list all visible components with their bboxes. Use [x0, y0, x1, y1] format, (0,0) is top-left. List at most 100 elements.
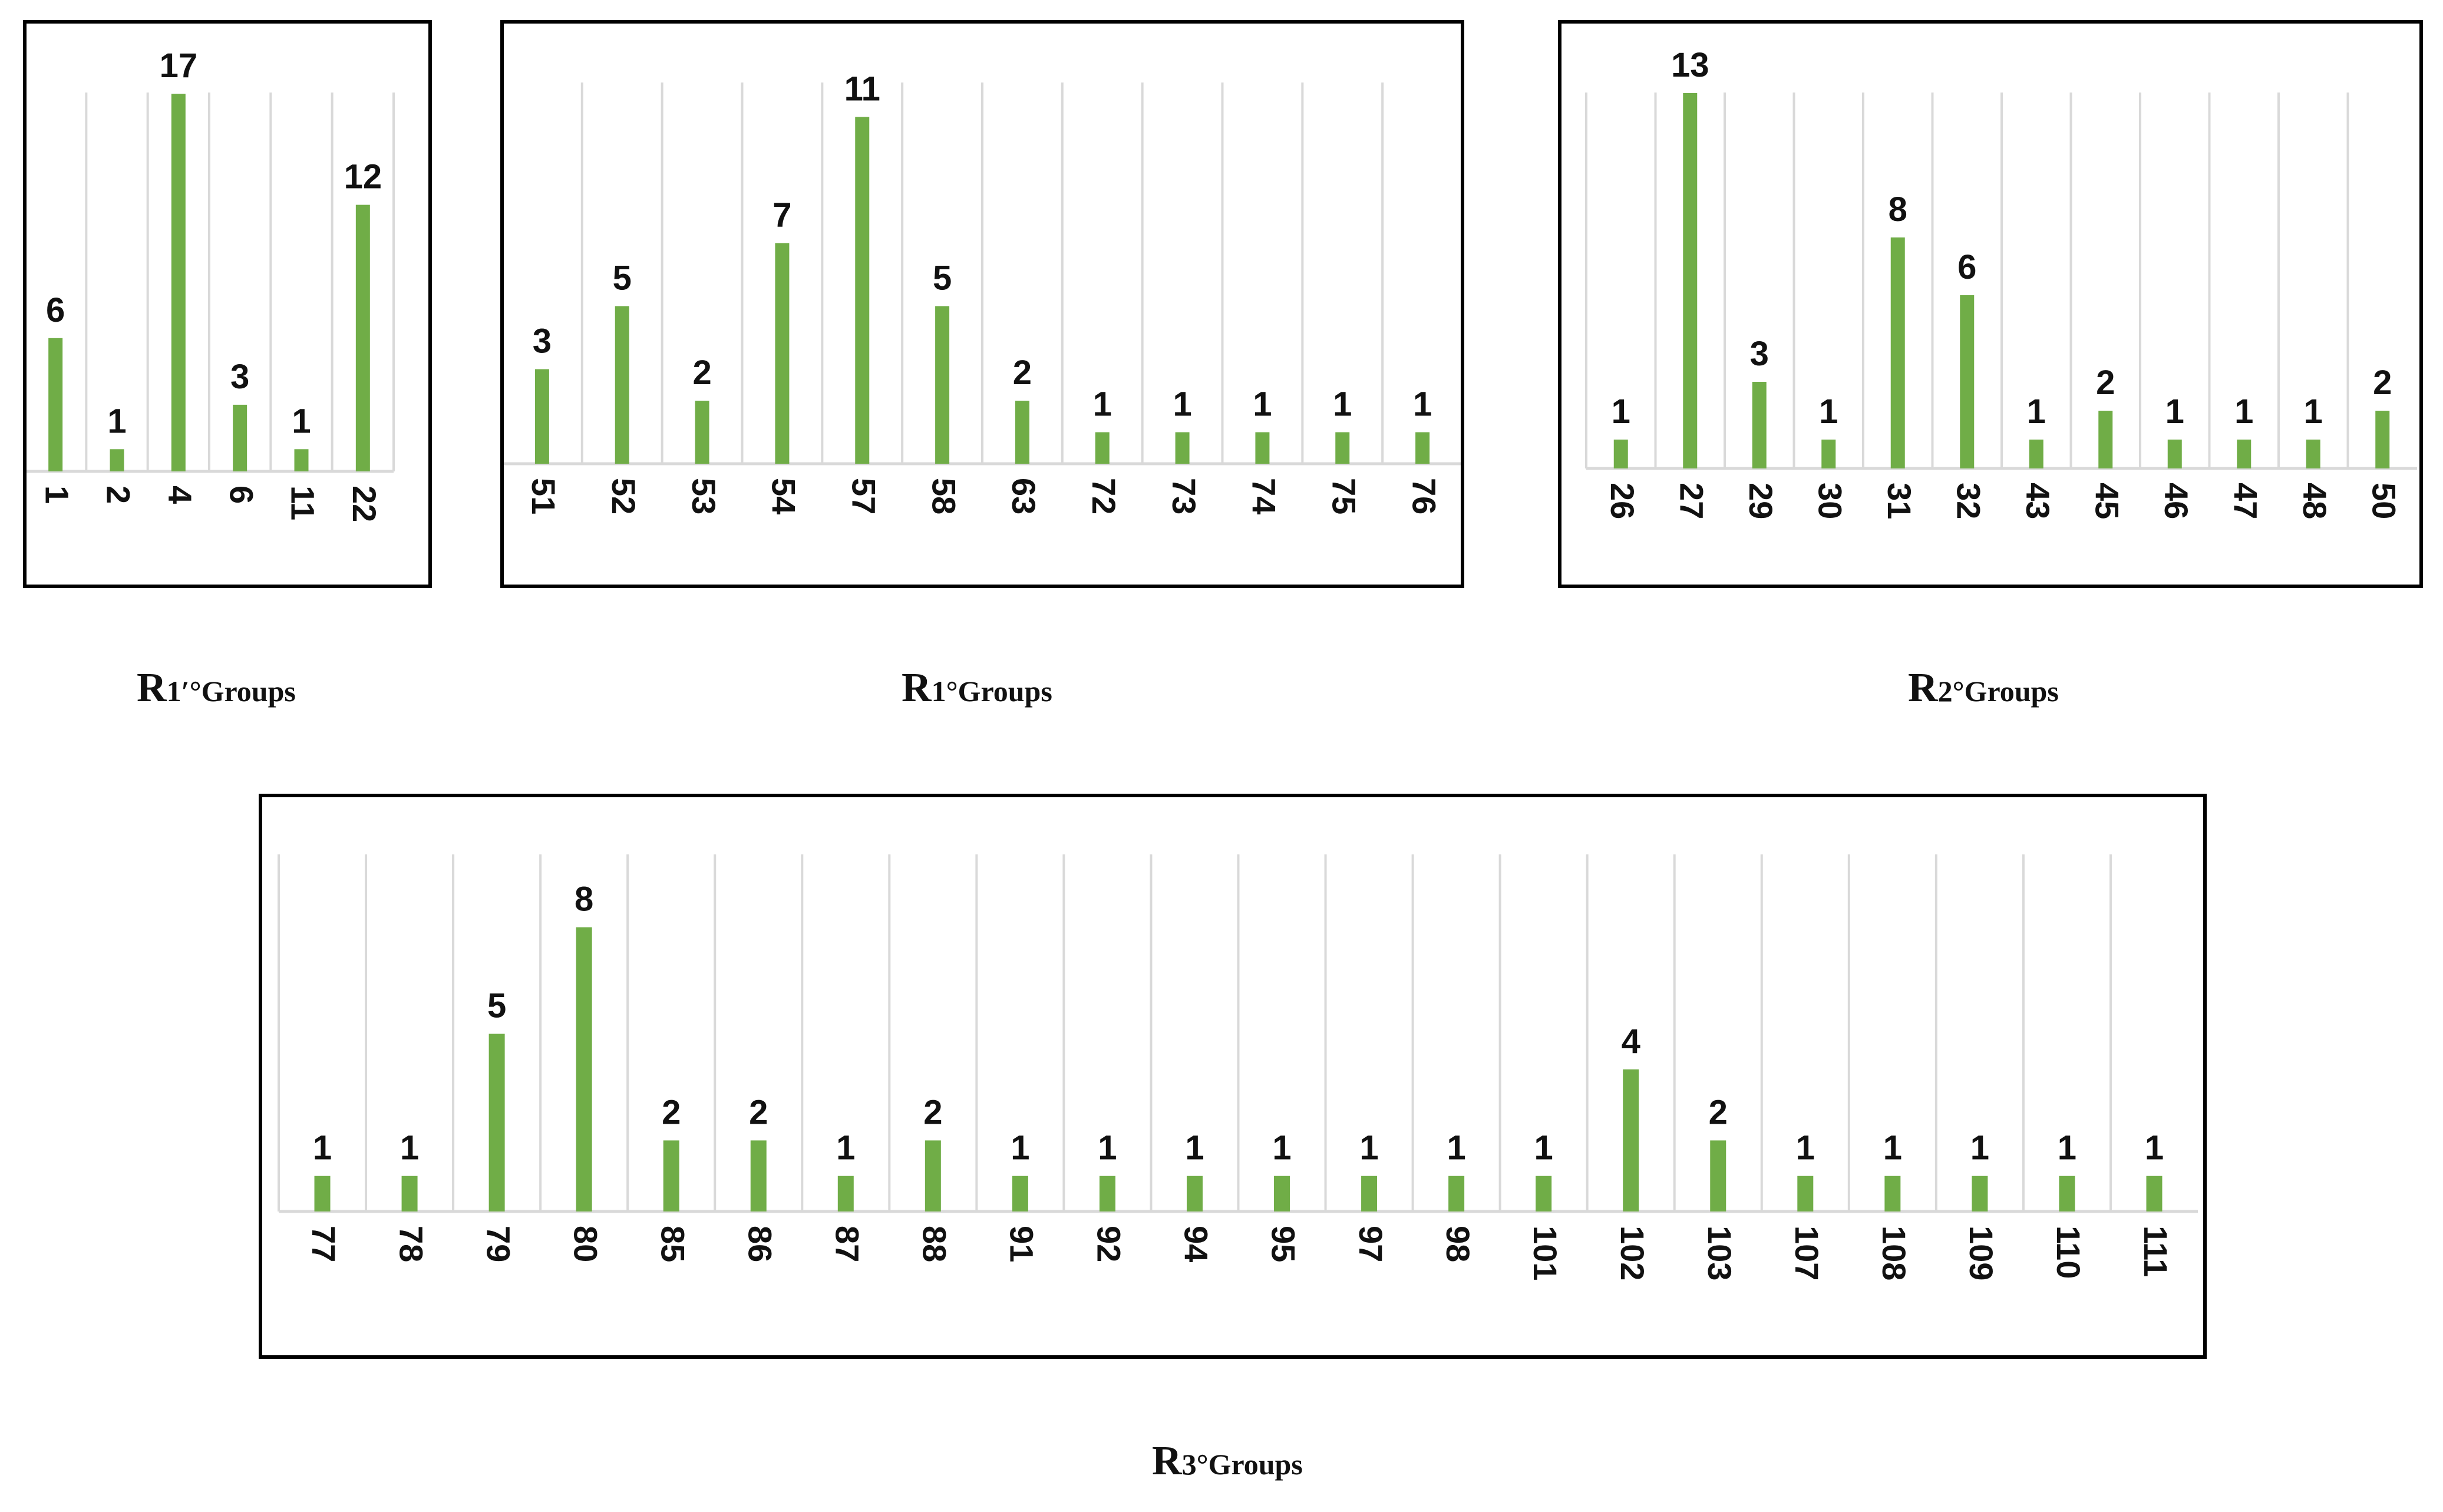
tick-label: 53	[685, 478, 722, 514]
tick-label: 95	[1265, 1226, 1302, 1262]
data-label: 1	[2165, 392, 2184, 431]
tick-label: 27	[1673, 483, 1710, 519]
chart-r2: 1 26 13 27 3 29 1 30 8 31 6 32 1 43 2 45 1 46 1 47 1 48 2 50	[1558, 20, 2423, 588]
tick-label: 46	[2158, 483, 2195, 519]
data-label: 2	[2096, 364, 2115, 402]
bar	[1623, 1069, 1639, 1211]
bar	[1335, 432, 1350, 464]
bar	[1274, 1176, 1290, 1211]
bar	[1536, 1176, 1552, 1211]
tick-label: 52	[605, 478, 642, 514]
bar	[2146, 1176, 2163, 1211]
data-label: 2	[2373, 364, 2392, 402]
bar	[837, 1176, 854, 1211]
bar	[2059, 1176, 2075, 1211]
bar	[1884, 1176, 1901, 1211]
data-label: 1	[1970, 1129, 1989, 1167]
data-label: 4	[1622, 1022, 1640, 1061]
data-label: 1	[1534, 1129, 1553, 1167]
tick-label: 108	[1876, 1226, 1913, 1280]
tick-label: 63	[1005, 478, 1042, 514]
data-label: 11	[844, 70, 880, 108]
data-label: 1	[1098, 1129, 1117, 1167]
data-label: 1	[313, 1129, 332, 1167]
bar	[314, 1176, 331, 1211]
bar	[1448, 1176, 1465, 1211]
data-label: 2	[692, 354, 711, 392]
data-label: 1	[400, 1129, 419, 1167]
bar	[695, 401, 709, 464]
data-label: 7	[772, 196, 791, 235]
tick-label: 11	[285, 486, 322, 520]
bar	[775, 243, 790, 464]
tick-label: 45	[2088, 483, 2125, 519]
tick-label: 30	[1811, 483, 1848, 519]
data-label: 1	[1413, 385, 1432, 424]
data-label: 5	[933, 259, 952, 298]
bar	[663, 1140, 679, 1211]
tick-label: 32	[1950, 483, 1987, 519]
tick-label: 102	[1614, 1226, 1651, 1280]
data-label: 1	[107, 402, 126, 440]
data-label: 5	[487, 987, 506, 1025]
bar	[2098, 411, 2113, 468]
bar	[1683, 93, 1698, 468]
chart-r3: 1 77 1 78 5 79 8 80 2 85 2 86 1 87 2 88 1 91 1 92 1 94 1 95 1 97 1…	[259, 794, 2207, 1359]
tick-label: 51	[525, 478, 562, 514]
bar	[1710, 1140, 1726, 1211]
tick-label: 101	[1527, 1226, 1564, 1280]
data-label: 1	[836, 1129, 855, 1167]
bar	[1797, 1176, 1814, 1211]
tick-label: 54	[765, 478, 803, 514]
data-label: 1	[1093, 385, 1112, 424]
tick-label: 1	[38, 486, 75, 504]
tick-label: 26	[1604, 483, 1641, 519]
caption-r3: R3°Groups	[1152, 1438, 1303, 1484]
data-label: 13	[1671, 46, 1709, 84]
caption-r1: R1°Groups	[902, 665, 1052, 711]
data-label: 2	[662, 1093, 681, 1131]
bar	[615, 306, 629, 464]
data-label: 1	[1272, 1129, 1291, 1167]
tick-label: 86	[741, 1226, 778, 1262]
bar	[1613, 440, 1628, 468]
tick-label: 103	[1701, 1226, 1738, 1280]
tick-label: 43	[2019, 483, 2056, 519]
bar	[2237, 440, 2251, 468]
bar	[1415, 432, 1430, 464]
data-label: 1	[2304, 392, 2323, 431]
bar	[1175, 432, 1190, 464]
data-label: 1	[1883, 1129, 1902, 1167]
bar	[1255, 432, 1270, 464]
data-label: 1	[1359, 1129, 1378, 1167]
data-label: 1	[2234, 392, 2253, 431]
bar	[488, 1034, 505, 1211]
tick-label: 98	[1440, 1226, 1477, 1262]
bar	[1186, 1176, 1203, 1211]
data-label: 5	[613, 259, 632, 298]
tick-label: 29	[1742, 483, 1780, 519]
data-label: 1	[1796, 1129, 1815, 1167]
tick-label: 80	[567, 1226, 604, 1262]
bar	[110, 449, 124, 471]
bar	[1099, 1176, 1115, 1211]
chart-frame	[1558, 20, 2423, 588]
data-label: 6	[46, 291, 65, 329]
data-label: 2	[1709, 1093, 1728, 1131]
tick-label: 109	[1963, 1226, 2000, 1280]
chart-r1: 3 51 5 52 2 53 7 54 11 57 5 58 2 63 1 72 1 73 1 74 1 75 1 76	[500, 20, 1464, 588]
data-label: 1	[2027, 392, 2046, 431]
bar	[1752, 382, 1767, 468]
tick-label: 111	[2137, 1226, 2174, 1277]
tick-label: 50	[2365, 483, 2402, 519]
caption-r1-prime: R1′°Groups	[137, 665, 296, 711]
tick-label: 4	[161, 486, 199, 504]
bar	[48, 338, 63, 471]
data-label: 1	[1333, 385, 1352, 424]
tick-label: 107	[1788, 1226, 1825, 1280]
tick-label: 22	[346, 486, 383, 522]
data-label: 3	[230, 358, 249, 396]
tick-label: 48	[2296, 483, 2333, 519]
bar	[1012, 1176, 1028, 1211]
data-label: 1	[1447, 1129, 1465, 1167]
